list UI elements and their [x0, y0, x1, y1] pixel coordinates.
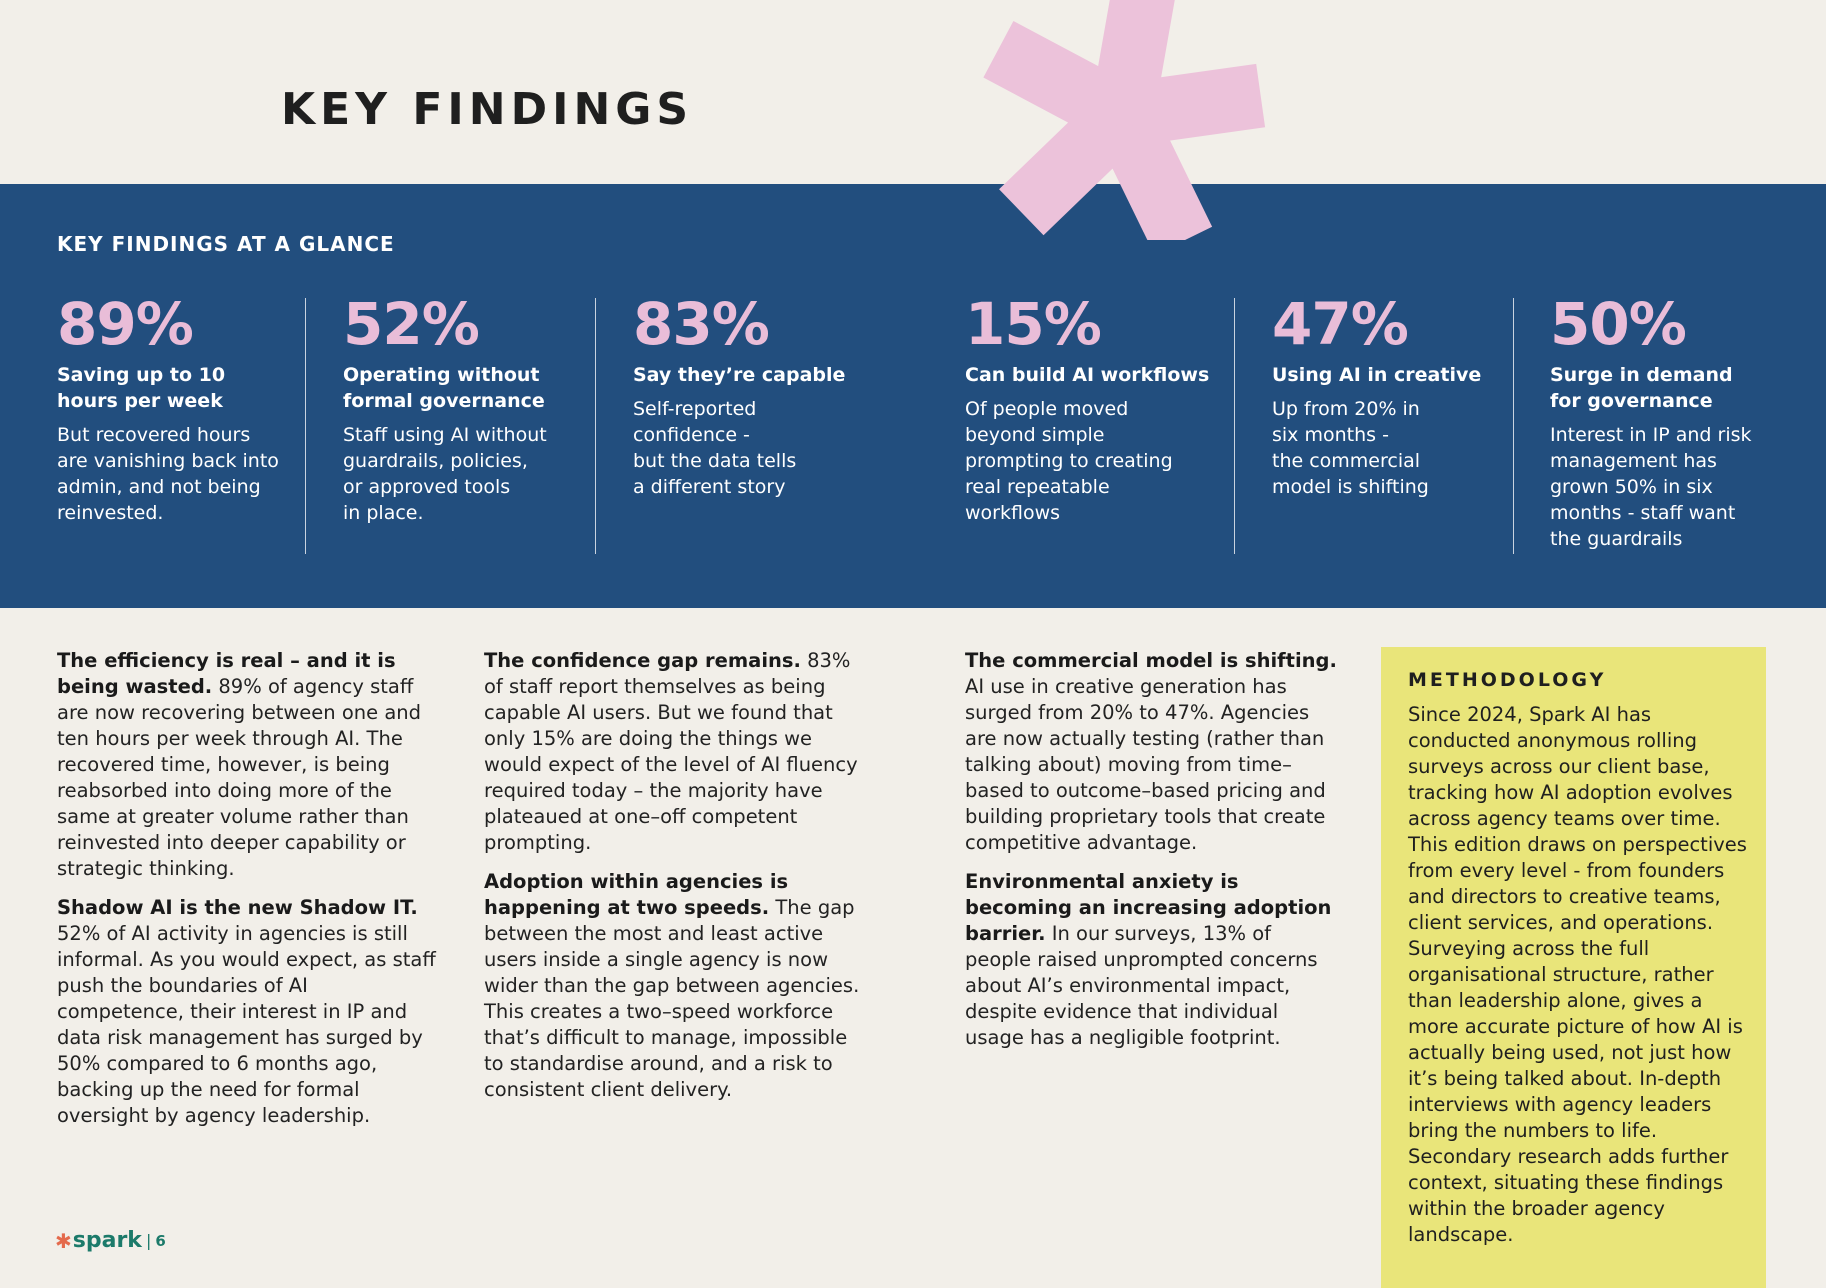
- finding-text: 83% of staff report themselves as being …: [484, 649, 858, 854]
- stat-label-line: formal governance: [343, 390, 545, 412]
- stat-card: 50% Surge in demand for governance Inter…: [1550, 292, 1752, 552]
- spark-logo: spark: [72, 1228, 142, 1253]
- finding-text: The gap between the most and least activ…: [484, 896, 860, 1101]
- methodology-title: METHODOLOGY: [1408, 669, 1607, 691]
- stat-desc-line: Up from 20% in: [1272, 398, 1420, 420]
- stat-desc-line: or approved tools: [343, 476, 511, 498]
- stat-label: Saving up to 10 hours per week: [57, 362, 279, 414]
- stat-desc-line: months - staff want: [1550, 502, 1736, 524]
- finding-paragraph: The confidence gap remains. 83% of staff…: [484, 648, 869, 856]
- stat-desc-line: the commercial: [1272, 450, 1421, 472]
- stat-desc-line: prompting to creating: [965, 450, 1173, 472]
- stat-desc-line: model is shifting: [1272, 476, 1429, 498]
- page-title: KEY FINDINGS: [281, 84, 694, 135]
- findings-column: The commercial model is shifting. AI use…: [965, 648, 1340, 1064]
- methodology-body: Since 2024, Spark AI has conducted anony…: [1408, 703, 1747, 1246]
- stat-label-line: Saving up to 10: [57, 364, 226, 386]
- finding-lead: The efficiency is real – and it is being…: [57, 649, 396, 698]
- stat-desc-line: But recovered hours: [57, 424, 251, 446]
- stat-desc-line: reinvested.: [57, 502, 164, 524]
- stat-label-line: Can build AI workflows: [965, 364, 1210, 386]
- stat-value: 50%: [1550, 290, 1687, 358]
- stat-label-line: Operating without: [343, 364, 540, 386]
- stat-card: 89% Saving up to 10 hours per week But r…: [57, 292, 279, 526]
- finding-paragraph: The commercial model is shifting. AI use…: [965, 648, 1340, 856]
- asterisk-decoration: [983, 0, 1266, 240]
- stat-desc-line: grown 50% in six: [1550, 476, 1713, 498]
- stat-desc-line: but the data tells: [633, 450, 797, 472]
- stat-desc-line: Of people moved: [965, 398, 1129, 420]
- stat-label-line: for governance: [1550, 390, 1713, 412]
- stat-desc-line: in place.: [343, 502, 424, 524]
- stat-value: 52%: [343, 290, 480, 358]
- stat-desc-line: guardrails, policies,: [343, 450, 528, 472]
- stat-card: 83% Say they’re capable Self-reported co…: [633, 292, 845, 500]
- stat-card: 52% Operating without formal governance …: [343, 292, 547, 526]
- stat-value: 83%: [633, 290, 770, 358]
- footer-separator: |: [145, 1231, 152, 1250]
- stat-desc-line: are vanishing back into: [57, 450, 279, 472]
- stat-desc-line: admin, and not being: [57, 476, 261, 498]
- stat-description: Interest in IP and risk management has g…: [1550, 422, 1752, 552]
- stat-label-line: hours per week: [57, 390, 223, 412]
- methodology-box: METHODOLOGY Since 2024, Spark AI has con…: [1381, 647, 1766, 1288]
- finding-text: 89% of agency staff are now recovering b…: [57, 675, 422, 880]
- spark-asterisk-icon: ✱: [55, 1228, 72, 1253]
- footer: ✱ spark | 6: [55, 1228, 166, 1253]
- finding-lead: The confidence gap remains.: [484, 649, 801, 672]
- stat-label: Surge in demand for governance: [1550, 362, 1752, 414]
- stat-desc-line: real repeatable: [965, 476, 1110, 498]
- stat-divider: [305, 298, 306, 554]
- key-findings-band: [0, 184, 1826, 608]
- finding-paragraph: Adoption within agencies is happening at…: [484, 869, 869, 1103]
- band-heading: KEY FINDINGS AT A GLANCE: [57, 232, 395, 256]
- stat-desc-line: Interest in IP and risk: [1550, 424, 1752, 446]
- finding-text: AI use in creative generation has surged…: [965, 675, 1326, 854]
- finding-paragraph: Shadow AI is the new Shadow IT. 52% of A…: [57, 895, 437, 1129]
- stat-value: 89%: [57, 290, 194, 358]
- page-number: 6: [155, 1231, 166, 1250]
- stat-desc-line: a different story: [633, 476, 786, 498]
- stat-label-line: Surge in demand: [1550, 364, 1733, 386]
- stat-desc-line: confidence -: [633, 424, 750, 446]
- stat-label: Can build AI workflows: [965, 362, 1209, 388]
- finding-lead: The commercial model is shifting.: [965, 649, 1337, 672]
- stat-desc-line: six months -: [1272, 424, 1389, 446]
- stat-description: Of people moved beyond simple prompting …: [965, 396, 1209, 526]
- stat-desc-line: Self-reported: [633, 398, 757, 420]
- stat-card: 15% Can build AI workflows Of people mov…: [965, 292, 1209, 526]
- stat-desc-line: Staff using AI without: [343, 424, 547, 446]
- stat-desc-line: beyond simple: [965, 424, 1105, 446]
- finding-lead: Adoption within agencies is happening at…: [484, 870, 789, 919]
- findings-column: The confidence gap remains. 83% of staff…: [484, 648, 869, 1116]
- stat-desc-line: management has: [1550, 450, 1717, 472]
- findings-column: The efficiency is real – and it is being…: [57, 648, 437, 1142]
- finding-text: In our surveys, 13% of people raised unp…: [965, 922, 1318, 1049]
- stat-label: Say they’re capable: [633, 362, 845, 388]
- stat-label-line: Say they’re capable: [633, 364, 846, 386]
- stat-value: 47%: [1272, 290, 1409, 358]
- stat-desc-line: the guardrails: [1550, 528, 1683, 550]
- finding-text: 52% of AI activity in agencies is still …: [57, 922, 436, 1127]
- stat-divider: [595, 298, 596, 554]
- stat-label: Operating without formal governance: [343, 362, 547, 414]
- finding-lead: Environmental anxiety is becoming an inc…: [965, 870, 1332, 945]
- stat-desc-line: workflows: [965, 502, 1061, 524]
- stat-value: 15%: [965, 290, 1102, 358]
- finding-paragraph: Environmental anxiety is becoming an inc…: [965, 869, 1340, 1051]
- stat-description: Staff using AI without guardrails, polic…: [343, 422, 547, 526]
- finding-lead: Shadow AI is the new Shadow IT.: [57, 896, 418, 919]
- stat-description: But recovered hours are vanishing back i…: [57, 422, 279, 526]
- stat-card: 47% Using AI in creative Up from 20% in …: [1272, 292, 1481, 500]
- stat-divider: [1234, 298, 1235, 554]
- stat-divider: [1513, 298, 1514, 554]
- finding-paragraph: The efficiency is real – and it is being…: [57, 648, 437, 882]
- stat-description: Up from 20% in six months - the commerci…: [1272, 396, 1481, 500]
- stat-label: Using AI in creative: [1272, 362, 1481, 388]
- stat-label-line: Using AI in creative: [1272, 364, 1482, 386]
- stat-description: Self-reported confidence - but the data …: [633, 396, 845, 500]
